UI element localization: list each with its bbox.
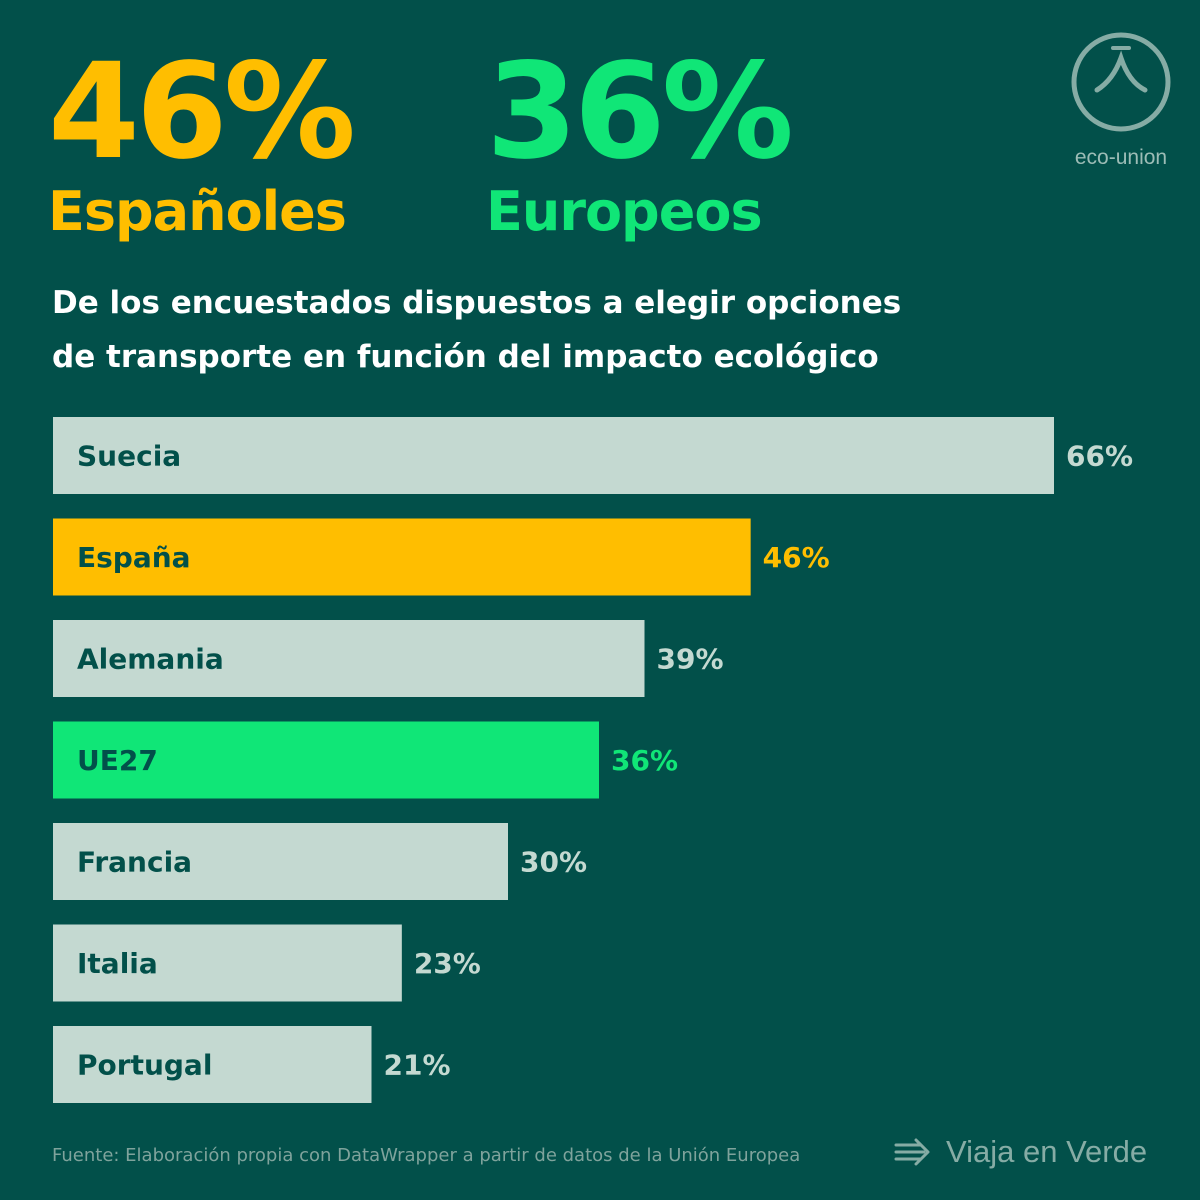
spain-stat: 46% Españoles — [48, 35, 356, 244]
bar-label-suecia: Suecia — [77, 440, 181, 473]
bar-alemania — [53, 620, 645, 697]
bar-portugal — [53, 1026, 372, 1103]
bar-label-portugal: Portugal — [77, 1049, 212, 1082]
spain-label: Españoles — [48, 180, 347, 243]
bar-espana — [53, 518, 751, 596]
source-note: Fuente: Elaboración propia con DataWrapp… — [52, 1145, 801, 1166]
bar-ue27 — [53, 721, 599, 799]
bar-label-italia: Italia — [77, 947, 158, 980]
bar-value-italia: 23% — [414, 947, 481, 980]
spain-percent: 46% — [48, 35, 356, 189]
bar-label-alemania: Alemania — [77, 643, 224, 676]
bar-value-suecia: 66% — [1066, 440, 1133, 473]
subtitle-line-1: De los encuestados dispuestos a elegir o… — [52, 285, 902, 321]
europe-stat: 36% Europeos — [486, 35, 794, 244]
logo-text: eco-union — [1074, 146, 1168, 169]
bar-label-ue27: UE27 — [77, 744, 158, 777]
bar-francia — [53, 823, 508, 900]
europe-label: Europeos — [486, 180, 763, 243]
bar-value-portugal: 21% — [384, 1049, 451, 1082]
bar-italia — [53, 924, 402, 1002]
europe-percent: 36% — [486, 35, 794, 189]
bar-label-espana: España — [77, 541, 191, 574]
chart-subtitle: De los encuestados dispuestos a elegir o… — [52, 276, 1052, 384]
bar-value-ue27: 36% — [611, 744, 678, 777]
subtitle-line-2: de transporte en función del impacto eco… — [52, 339, 879, 375]
bar-value-francia: 30% — [520, 846, 587, 879]
bar-label-francia: Francia — [77, 846, 192, 879]
arrows-icon — [894, 1138, 930, 1166]
bar-value-espana: 46% — [763, 541, 830, 574]
eco-union-logo: eco-union — [1066, 30, 1176, 170]
bar-value-alemania: 39% — [657, 643, 724, 676]
bar-suecia — [53, 417, 1054, 494]
brand: Viaja en Verde — [894, 1134, 1147, 1170]
eco-union-logo-icon — [1071, 32, 1171, 132]
brand-name: Viaja en Verde — [946, 1134, 1148, 1169]
